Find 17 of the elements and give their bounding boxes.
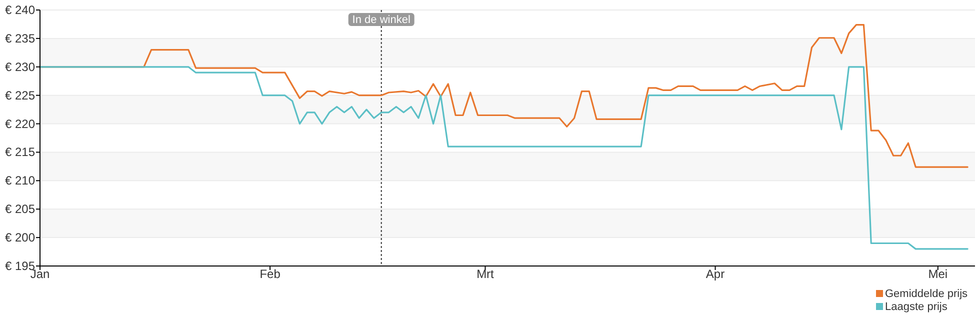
y-tick-label: € 240: [4, 3, 36, 17]
legend-label: Gemiddelde prijs: [885, 288, 968, 300]
y-tick-label: € 215: [4, 145, 36, 160]
legend-label: Laagste prijs: [885, 301, 948, 313]
x-tick-label: Apr: [706, 267, 725, 281]
y-tick-label: € 235: [4, 31, 36, 46]
y-tick-label: € 210: [4, 174, 36, 188]
x-tick-label: Mrt: [476, 267, 495, 281]
line-series: [39, 66, 968, 250]
x-tick-label: Feb: [260, 267, 281, 281]
x-tick-label: Mei: [928, 267, 948, 281]
y-tick-label: € 225: [4, 88, 36, 102]
y-tick-label: € 200: [4, 230, 36, 245]
y-tick-label: € 220: [4, 116, 36, 131]
y-tick-label: € 205: [4, 202, 36, 216]
ref-line-label: In de winkel: [352, 14, 410, 26]
y-tick-label: € 230: [4, 60, 36, 74]
